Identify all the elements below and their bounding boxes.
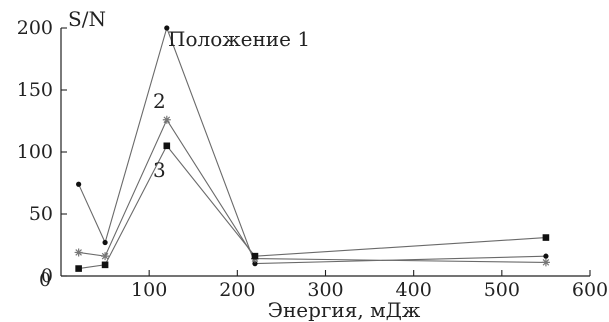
series-label-3: 3: [153, 158, 166, 182]
series-label-2: 2: [153, 89, 166, 113]
data-point: [162, 115, 171, 124]
axes: [60, 28, 590, 277]
x-tick-label: 200: [219, 279, 255, 301]
data-point: [164, 25, 170, 31]
x-tick-label: 300: [307, 279, 343, 301]
series-layer: [74, 25, 550, 272]
series-line: [78, 26, 546, 265]
data-point: [75, 265, 82, 272]
series-1: [76, 25, 549, 267]
y-tick-label: 200: [17, 17, 53, 39]
data-point: [74, 248, 83, 257]
series-3: [75, 142, 550, 272]
data-point: [542, 234, 550, 241]
y-tick-label: 100: [17, 141, 53, 163]
data-point: [252, 261, 258, 267]
y-tick-label: 50: [29, 203, 53, 225]
y-tick-label: 0: [41, 265, 53, 287]
y-tick-label: 150: [17, 79, 53, 101]
x-tick-label: 500: [484, 279, 520, 301]
series-line: [78, 118, 546, 263]
data-point: [101, 261, 109, 269]
data-point: [543, 253, 549, 259]
x-origin-label: 0: [39, 269, 51, 291]
x-tick-label: 400: [396, 279, 432, 301]
data-point: [163, 142, 171, 150]
y-ticks: 0 50 100 150 200: [17, 17, 67, 287]
data-point: [541, 258, 550, 267]
data-point: [251, 252, 259, 260]
x-axis-label: Энергия, мДж: [268, 298, 421, 322]
x-tick-label: 600: [572, 279, 608, 301]
data-point: [102, 239, 108, 246]
data-point: [101, 252, 110, 261]
x-ticks: 100 200 300 400 500 600 0: [39, 269, 608, 301]
y-axis-label: S/N: [68, 7, 106, 31]
series-line: [78, 144, 546, 270]
series-label-position-1: Положение 1: [168, 27, 310, 51]
series-2: [74, 115, 550, 267]
x-tick-label: 100: [131, 279, 167, 301]
data-point: [76, 181, 82, 187]
